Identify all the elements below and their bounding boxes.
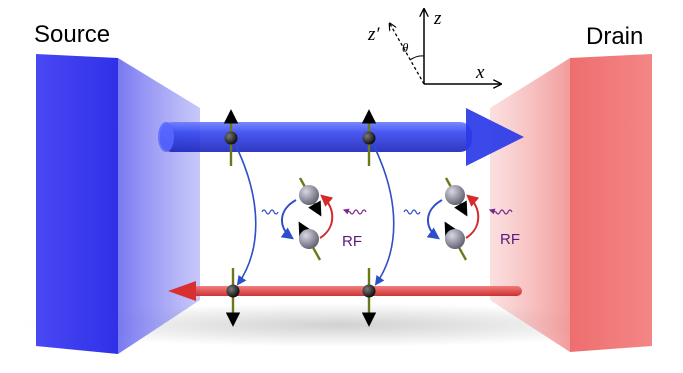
top-channel-cap xyxy=(158,122,174,152)
particle-upper-right xyxy=(445,185,465,205)
drain-front-face xyxy=(570,54,652,352)
wave-right xyxy=(403,209,421,215)
spin-bottom-right xyxy=(361,268,377,327)
spin-top-left xyxy=(223,109,239,166)
bottom-channel xyxy=(168,281,522,301)
flip-arrow-red-right xyxy=(465,194,480,239)
flip-arrow-blue-left xyxy=(280,199,297,240)
spin-top-right xyxy=(361,109,377,166)
x-label: x xyxy=(475,62,485,83)
floor-shadow xyxy=(20,303,660,347)
z-label: z xyxy=(433,8,442,29)
top-channel-tube xyxy=(160,122,472,152)
bottom-channel-arrowhead xyxy=(168,281,196,301)
particle-lower-right xyxy=(445,229,465,249)
source-label: Source xyxy=(34,21,110,48)
bottom-channel-tube xyxy=(192,286,522,296)
theta-label: θ xyxy=(402,40,409,55)
theta-arc xyxy=(409,55,425,61)
rf-label-left: RF xyxy=(342,233,362,250)
particle-upper-left xyxy=(299,185,319,205)
transition-arc-left xyxy=(235,145,257,286)
flip-arrow-red-left xyxy=(319,194,334,239)
source-block xyxy=(36,54,200,354)
wave-left xyxy=(261,209,279,215)
flip-arrow-blue-right xyxy=(426,199,443,240)
spin-bottom-left xyxy=(225,268,241,327)
drain-label: Drain xyxy=(586,23,643,50)
z-prime-label: z′ xyxy=(367,24,380,45)
spin-flip-left: RF xyxy=(261,177,367,261)
source-front-face xyxy=(36,54,118,354)
transition-arc-right xyxy=(373,145,395,286)
rf-wave-left xyxy=(342,208,367,215)
drain-block xyxy=(490,54,652,352)
top-channel-arrowhead xyxy=(466,108,524,166)
rf-label-right: RF xyxy=(500,231,520,248)
top-channel xyxy=(158,108,524,166)
spin-flip-right: RF xyxy=(403,177,520,261)
particle-lower-left xyxy=(299,229,319,249)
coordinate-axes: z x z′ θ xyxy=(367,8,500,84)
z-prime-axis xyxy=(390,24,425,85)
rf-wave-right xyxy=(488,208,513,215)
